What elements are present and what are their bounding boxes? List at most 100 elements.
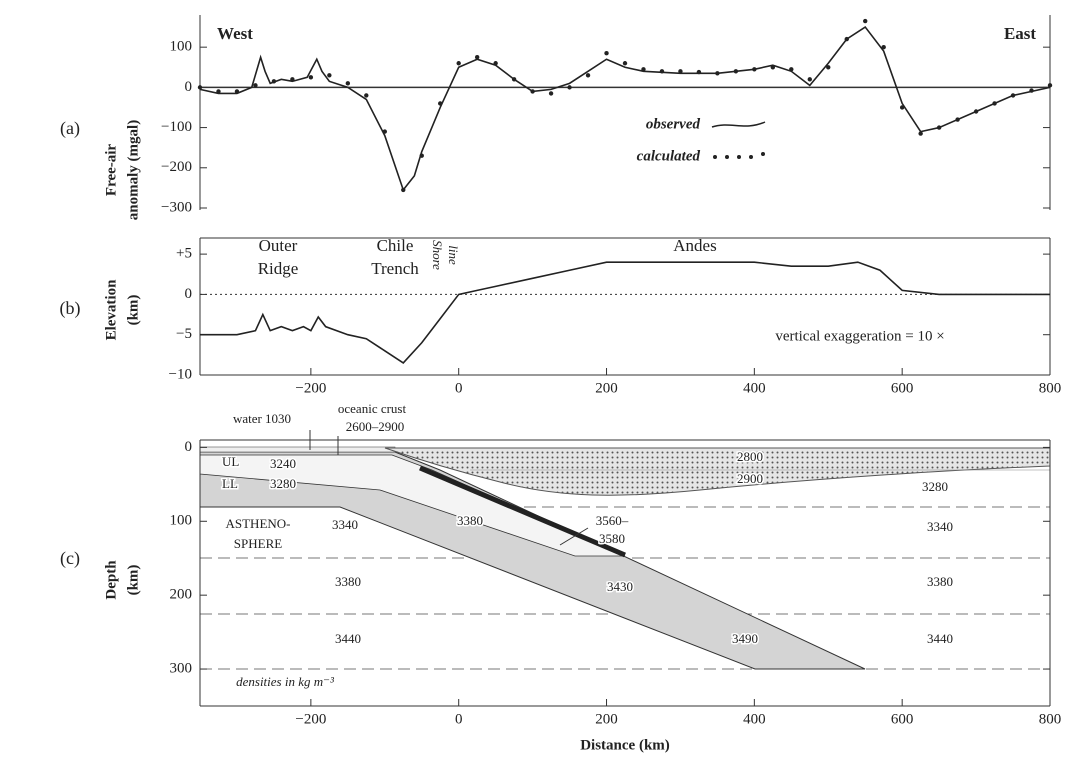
x-tick-label: 0	[455, 711, 463, 727]
calculated-point	[382, 129, 387, 134]
calculated-point	[826, 65, 831, 70]
annotation: oceanic crust	[338, 401, 407, 416]
y-tick-label: −300	[161, 199, 192, 215]
calculated-point	[438, 101, 443, 106]
upper-lithosphere	[199, 454, 626, 557]
y-axis-label: anomaly (mgal)	[125, 120, 141, 220]
annotation: SPHERE	[234, 536, 282, 551]
calculated-point	[1029, 88, 1034, 93]
x-tick-label: 400	[743, 711, 766, 727]
calculated-point	[419, 153, 424, 158]
y-axis-label: Free-air	[103, 144, 119, 197]
eclogite	[419, 465, 626, 558]
calculated-point	[290, 77, 295, 82]
y-tick-label: 100	[170, 513, 193, 529]
calculated-point	[936, 125, 942, 130]
y-axis-label: (km)	[125, 565, 141, 596]
y-axis-label: (km)	[125, 295, 141, 326]
y-axis-label: Depth	[103, 560, 119, 600]
annotation: 3340	[332, 517, 358, 532]
calculated-point	[1047, 83, 1053, 88]
legend-swatch	[725, 155, 729, 159]
annotation: 3380	[927, 574, 953, 589]
calculated-point	[973, 109, 979, 114]
calculated-point	[696, 69, 702, 75]
calculated-point	[955, 117, 960, 122]
calculated-point	[401, 187, 406, 193]
y-tick-label: 0	[185, 286, 193, 302]
panel-label: (a)	[60, 118, 80, 139]
annotation: ASTHENO-	[226, 516, 291, 531]
calculated-point	[345, 81, 351, 86]
x-tick-label: 200	[595, 380, 618, 396]
annotation: East	[1004, 24, 1036, 43]
x-tick-label: 800	[1039, 711, 1062, 727]
annotation: UL	[222, 454, 239, 469]
x-tick-label: 800	[1039, 380, 1062, 396]
annotation: Outer	[259, 236, 298, 255]
slab	[199, 451, 866, 670]
calculated-point	[530, 89, 535, 94]
y-tick-label: +5	[176, 246, 192, 262]
calculated-point	[770, 65, 776, 70]
y-tick-label: 0	[185, 439, 193, 455]
legend-label: observed	[646, 116, 701, 132]
x-axis-label: Distance (km)	[580, 737, 670, 753]
annotation: 3560–	[596, 513, 629, 528]
annotation: 3490	[732, 631, 758, 646]
calculated-point	[567, 85, 572, 90]
legend-swatch	[711, 121, 766, 128]
calculated-point	[234, 89, 240, 94]
y-tick-label: −200	[161, 159, 192, 175]
calculated-point	[585, 73, 591, 78]
annotation: 2800	[737, 449, 763, 464]
calculated-point	[715, 71, 720, 76]
calculated-point	[622, 61, 628, 66]
panel-label: (c)	[60, 548, 80, 569]
calculated-point	[604, 50, 609, 56]
calculated-point	[752, 67, 757, 72]
annotation: Ridge	[258, 259, 299, 278]
annotation: densities in kg m⁻³	[236, 674, 335, 689]
x-tick-label: 0	[455, 380, 463, 396]
calculated-point	[511, 77, 517, 82]
data-line	[199, 25, 1051, 192]
x-tick-label: 400	[743, 380, 766, 396]
x-tick-label: −200	[295, 711, 326, 727]
calculated-point	[678, 69, 683, 74]
y-tick-label: 100	[170, 39, 193, 55]
annotation: 3580	[599, 531, 625, 546]
calculated-point	[456, 61, 461, 66]
calculated-point	[881, 44, 886, 50]
calculated-point	[641, 67, 646, 72]
legend-swatch	[749, 155, 753, 159]
data-line	[200, 261, 1050, 364]
calculated-point	[918, 131, 923, 136]
x-tick-label: 600	[891, 380, 914, 396]
pointer	[559, 527, 589, 546]
calculated-point	[548, 91, 554, 96]
x-tick-label: −200	[295, 380, 326, 396]
annotation: Trench	[371, 259, 419, 278]
annotation: 3430	[607, 579, 633, 594]
y-tick-label: −100	[161, 119, 192, 135]
calculated-point	[992, 101, 997, 106]
calculated-point	[789, 67, 794, 72]
calculated-point	[253, 83, 258, 88]
y-tick-label: −5	[176, 326, 192, 342]
legend-label: calculated	[637, 148, 701, 164]
calculated-point	[659, 69, 665, 74]
annotation: 2600–2900	[346, 419, 405, 434]
y-tick-label: −10	[169, 366, 192, 382]
x-tick-label: 200	[595, 711, 618, 727]
annotation: Chile	[377, 236, 414, 255]
y-tick-label: 200	[170, 587, 193, 603]
calculated-point	[899, 105, 905, 110]
annotation: Shore	[430, 240, 445, 270]
annotation: 3240	[270, 456, 296, 471]
continental-crust	[384, 447, 1051, 496]
annotation: 2900	[737, 471, 763, 486]
annotation: 3380	[335, 574, 361, 589]
legend-swatch	[713, 155, 717, 159]
